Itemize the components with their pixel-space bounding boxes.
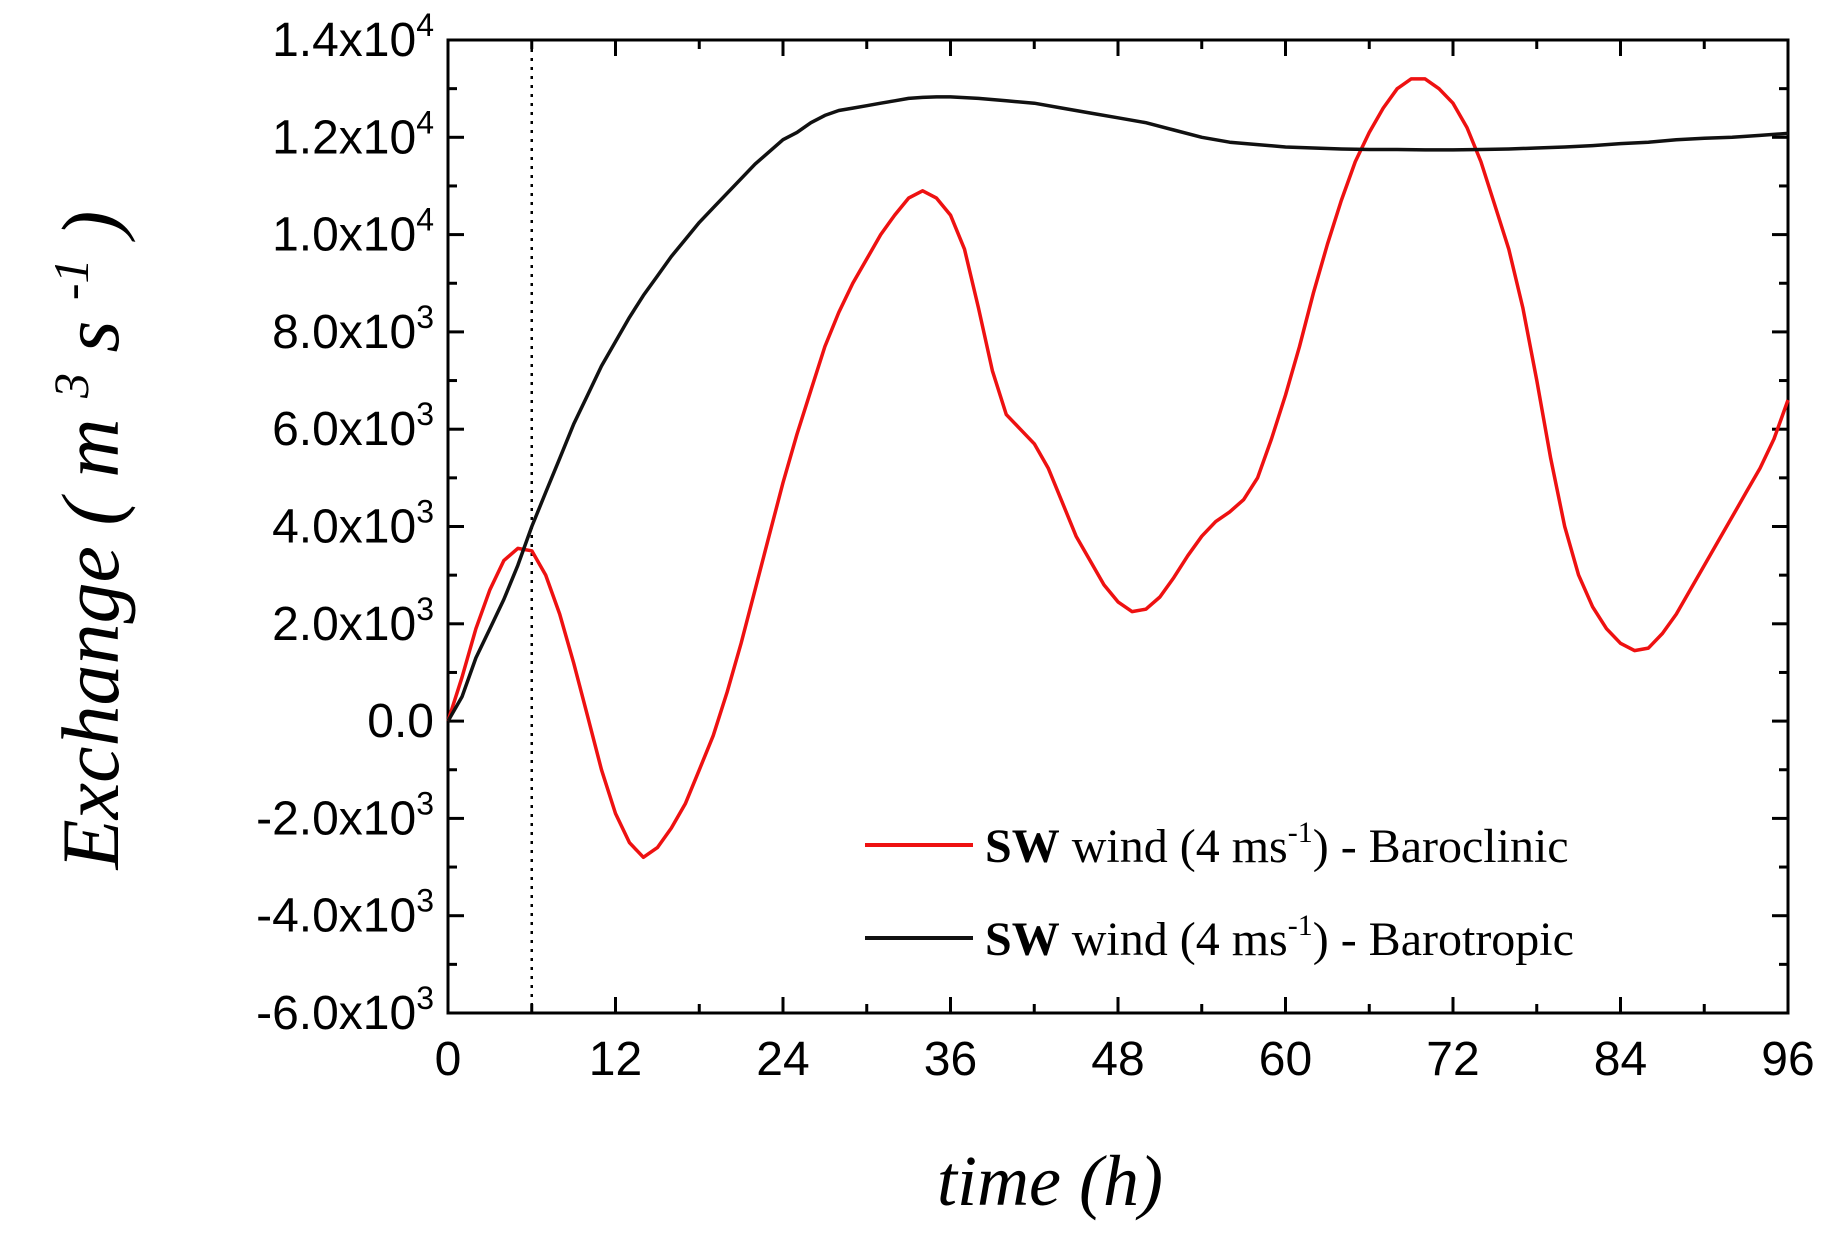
y-tick-label: -6.0x103 bbox=[256, 980, 434, 1040]
y-axis-unit2: s bbox=[45, 321, 136, 353]
series-line-barotropic bbox=[446, 95, 1789, 722]
x-tick-label: 60 bbox=[1259, 1033, 1312, 1086]
x-tick-label: 36 bbox=[924, 1033, 977, 1086]
y-tick-label: 6.0x103 bbox=[272, 396, 434, 456]
legend-label: SW wind (4 ms-1) - Baroclinic bbox=[985, 816, 1569, 873]
series-line-baroclinic bbox=[446, 77, 1790, 860]
x-tick-label: 24 bbox=[756, 1033, 809, 1086]
y-axis-unit-exp: 3 bbox=[43, 373, 99, 399]
y-tick-labels: 1.4x104 1.2x104 1.0x104 8.0x103 6.0x103 4.0x1… bbox=[256, 7, 434, 1040]
series-layer bbox=[446, 77, 1790, 860]
y-tick-label: -2.0x103 bbox=[256, 785, 434, 845]
y-axis-title: Exchange ( m 3 s -1 ) bbox=[15, 211, 136, 871]
x-tick-label: 48 bbox=[1091, 1033, 1144, 1086]
legend-label: SW wind (4 ms-1) - Barotropic bbox=[985, 909, 1574, 966]
x-tick-label: 84 bbox=[1594, 1033, 1647, 1086]
x-tick-label: 12 bbox=[589, 1033, 642, 1086]
y-tick-label: 1.2x104 bbox=[272, 104, 434, 164]
y-tick-label: 0.0 bbox=[367, 695, 434, 748]
axis-ticks bbox=[446, 38, 1790, 1015]
y-tick-label: 8.0x103 bbox=[272, 299, 434, 359]
legend: SW wind (4 ms-1) - Baroclinic SW wind (4 … bbox=[865, 816, 1574, 966]
svg-text:Exchange ( m: Exchange ( m 3 s -1 ) bbox=[15, 211, 136, 871]
y-tick-label: 1.4x104 bbox=[272, 7, 434, 67]
y-tick-label: 2.0x103 bbox=[272, 591, 434, 651]
x-tick-label: 72 bbox=[1426, 1033, 1479, 1086]
y-tick-label: 4.0x103 bbox=[272, 494, 434, 554]
x-tick-label: 96 bbox=[1761, 1033, 1814, 1086]
y-axis-unit2-exp: -1 bbox=[43, 258, 99, 300]
plot-area bbox=[446, 38, 1790, 1015]
x-tick-label: 0 bbox=[435, 1033, 462, 1086]
x-axis-title: time (h) bbox=[937, 1141, 1163, 1221]
x-tick-labels: 0 12 24 36 48 60 72 84 96 bbox=[435, 1033, 1815, 1086]
y-tick-label: -4.0x103 bbox=[256, 883, 434, 943]
y-axis-unit: m bbox=[45, 419, 136, 478]
y-tick-label: 1.0x104 bbox=[272, 202, 434, 262]
y-axis-title-main: Exchange bbox=[45, 546, 136, 870]
